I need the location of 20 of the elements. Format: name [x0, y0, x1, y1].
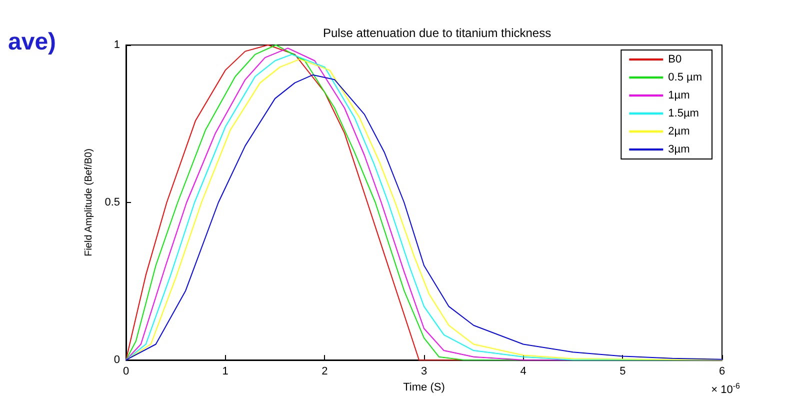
legend-label: 1µm: [668, 90, 690, 102]
text: ave): [8, 28, 56, 56]
x-tick-label: 5: [620, 366, 626, 378]
y-tick-label: 0.5: [104, 196, 120, 208]
legend-label: 3µm: [668, 144, 690, 156]
legend-label: 2µm: [668, 126, 690, 138]
y-tick-label: 1: [114, 39, 120, 51]
chart-title: Pulse attenuation due to titanium thickness: [322, 26, 552, 40]
y-axis-title: Field Amplitude (Bef/B0): [83, 148, 94, 256]
legend-label: B0: [668, 54, 682, 66]
x-tick-label: 0: [122, 366, 130, 378]
x-tick-label: 1: [222, 366, 228, 378]
x-axis-title: Time (S): [403, 382, 445, 394]
legend-label: 0.5 µm: [668, 72, 702, 84]
x-tick-label: 2: [322, 366, 328, 378]
x-tick-label: 6: [718, 366, 726, 378]
legend-label: 1.5µm: [668, 108, 699, 120]
y-tick-label: 0: [114, 354, 120, 366]
x-tick-label: 4: [520, 366, 526, 378]
x-tick-label: 3: [420, 366, 428, 378]
